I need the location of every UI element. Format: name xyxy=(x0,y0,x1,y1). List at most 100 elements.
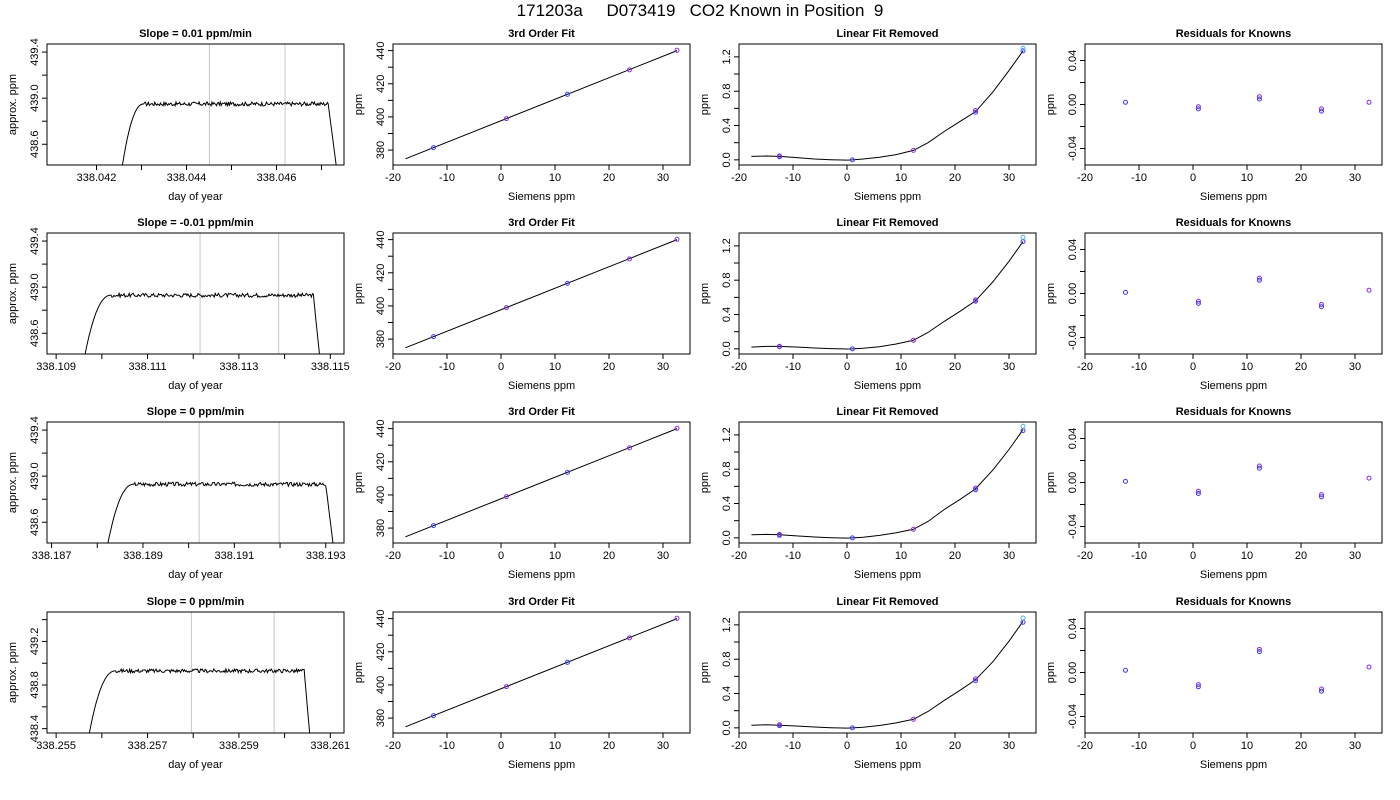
data-point xyxy=(973,676,978,682)
y-tick-label: 440 xyxy=(375,230,387,248)
data-point xyxy=(627,256,632,262)
data-point xyxy=(973,678,978,684)
data-point xyxy=(1366,475,1372,481)
data-point xyxy=(431,523,436,529)
x-tick-label: 338.187 xyxy=(32,550,72,562)
x-axis-label: Siemens ppm xyxy=(854,759,921,771)
x-tick-label: 0 xyxy=(844,550,850,562)
y-tick-label: 438.6 xyxy=(29,508,41,536)
x-tick-label: 20 xyxy=(949,550,961,562)
data-point xyxy=(1020,619,1026,625)
panel-title: 3rd Order Fit xyxy=(508,406,575,418)
x-tick-label: -20 xyxy=(1077,550,1093,562)
data-point xyxy=(1319,302,1324,307)
plot-area xyxy=(751,423,1026,541)
data-point xyxy=(1020,428,1026,434)
x-tick-label: 30 xyxy=(1349,361,1361,373)
y-tick-label: 0.00 xyxy=(1067,472,1079,493)
ppm-trace xyxy=(121,100,337,165)
panel-title: Linear Fit Removed xyxy=(836,596,938,608)
plot-frame xyxy=(46,232,345,355)
y-tick-label: 0.00 xyxy=(1067,94,1079,115)
plot-area xyxy=(751,45,1026,163)
y-tick-label: -0.04 xyxy=(1067,136,1079,161)
x-tick-label: 10 xyxy=(549,550,561,562)
x-tick-label: 10 xyxy=(895,550,907,562)
y-tick-label: 380 xyxy=(375,141,387,159)
data-point xyxy=(627,635,632,641)
panel-title: Slope = 0 ppm/min xyxy=(147,406,245,418)
x-axis-label: day of year xyxy=(168,380,223,392)
x-tick-label: 338.191 xyxy=(214,550,254,562)
x-tick-label: 30 xyxy=(1349,740,1361,752)
data-point xyxy=(1256,646,1262,652)
data-point xyxy=(849,157,855,163)
y-tick-label: 0.8 xyxy=(721,462,733,477)
ppm-trace xyxy=(88,667,311,733)
data-point xyxy=(431,145,436,151)
data-point xyxy=(1195,682,1201,688)
panel-12: Linear Fit Removed -20 -10 0 10 20 30 0.0 0.4 0.8… xyxy=(699,596,1037,771)
y-tick-label: 0.4 xyxy=(721,686,733,701)
data-point xyxy=(1195,684,1201,690)
x-tick-label: -20 xyxy=(1077,172,1093,184)
data-point xyxy=(1020,45,1026,51)
data-point xyxy=(910,716,916,722)
data-point xyxy=(1195,298,1201,304)
data-point xyxy=(1319,686,1324,692)
plot-frame xyxy=(1084,421,1383,544)
data-point xyxy=(973,297,978,303)
data-point xyxy=(1123,289,1128,295)
data-point xyxy=(564,280,570,286)
panel-9: Linear Fit Removed -20 -10 0 10 20 30 0.0 0.4 0.8… xyxy=(699,28,1037,203)
y-tick-label: 440 xyxy=(375,41,387,59)
plot-area xyxy=(1123,646,1372,694)
data-point xyxy=(1366,287,1372,293)
x-tick-label: 30 xyxy=(1003,550,1015,562)
panel-title: Linear Fit Removed xyxy=(836,406,938,418)
x-axis-label: Siemens ppm xyxy=(508,191,575,203)
x-axis-label: day of year xyxy=(168,759,223,771)
y-axis-label: approx. ppm xyxy=(7,263,19,324)
data-point xyxy=(1319,688,1324,694)
plot-area xyxy=(751,615,1026,731)
x-tick-label: 10 xyxy=(895,740,907,752)
y-tick-label: 439.4 xyxy=(29,38,41,66)
plot-area xyxy=(405,615,680,728)
y-tick-label: 440 xyxy=(375,609,387,627)
x-tick-label: -20 xyxy=(1077,740,1093,752)
y-tick-label: -0.04 xyxy=(1067,704,1079,729)
plot-area xyxy=(1123,94,1372,114)
x-tick-label: 10 xyxy=(549,361,561,373)
y-tick-label: 440 xyxy=(375,419,387,437)
x-tick-label: 338.255 xyxy=(36,740,76,752)
y-axis-label: ppm xyxy=(699,472,711,493)
plot-area xyxy=(751,234,1026,352)
x-tick-label: 10 xyxy=(549,172,561,184)
y-tick-label: 380 xyxy=(375,330,387,348)
y-tick-label: 439.4 xyxy=(29,227,41,255)
x-axis-label: Siemens ppm xyxy=(854,380,921,392)
x-tick-label: -10 xyxy=(1131,172,1147,184)
x-tick-label: 30 xyxy=(1003,740,1015,752)
x-tick-label: -20 xyxy=(731,740,747,752)
y-tick-label: 0.8 xyxy=(721,652,733,667)
plot-area xyxy=(405,47,680,160)
y-tick-label: 380 xyxy=(375,519,387,537)
data-point xyxy=(1123,667,1128,673)
data-point xyxy=(1319,492,1324,498)
y-tick-label: 438.8 xyxy=(29,671,41,699)
x-tick-label: 338.044 xyxy=(167,172,207,184)
x-tick-label: 20 xyxy=(603,550,615,562)
panel-title: Slope = 0.01 ppm/min xyxy=(139,28,252,40)
plot-frame xyxy=(392,43,691,166)
data-point xyxy=(1123,478,1128,484)
y-tick-label: 439.2 xyxy=(29,628,41,656)
panel-15: Residuals for Knowns -20 -10 0 10 20 30 -0.04 0.… xyxy=(1045,406,1383,581)
plot-frame xyxy=(46,421,345,544)
x-tick-label: 10 xyxy=(549,740,561,752)
data-point xyxy=(1256,96,1262,102)
data-point xyxy=(910,147,916,153)
plot-area xyxy=(88,612,311,733)
y-tick-label: 0.04 xyxy=(1067,50,1079,71)
